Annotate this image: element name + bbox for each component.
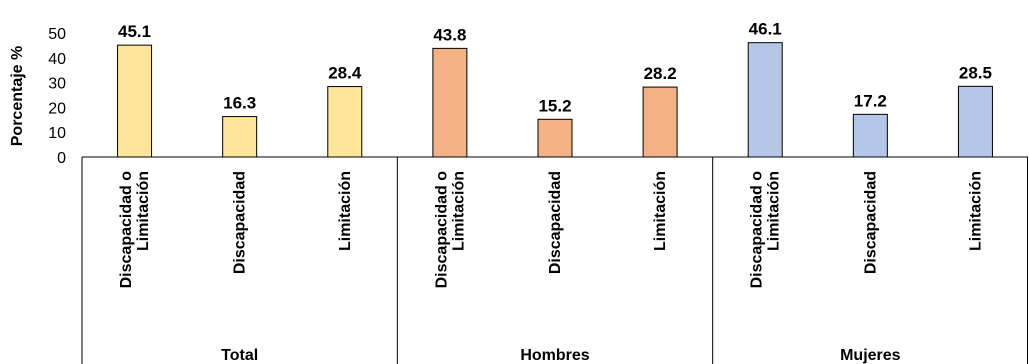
y-tick-label: 30 [48, 76, 66, 93]
y-tick-label: 50 [48, 26, 66, 43]
category-label-line: Discapacidad [547, 171, 564, 274]
bar [117, 44, 153, 158]
data-label: 45.1 [118, 22, 151, 41]
y-axis-label: Porcentaje % [9, 46, 26, 146]
y-tick-label: 10 [48, 125, 66, 142]
category-label: Limitación [337, 171, 354, 251]
bar [642, 86, 678, 158]
bars: 45.1 16.3 28.4 43.8 15.2 28.2 46.1 17.2 28.5 [117, 20, 993, 158]
data-label: 46.1 [749, 20, 782, 39]
bar [957, 85, 993, 158]
category-label: Discapacidad oLimitación [118, 171, 152, 289]
category-label: Discapacidad oLimitación [749, 171, 783, 289]
data-label: 28.5 [959, 63, 992, 82]
y-tick-label: 20 [48, 100, 66, 117]
category-label-line: Limitación [652, 171, 669, 251]
data-label: 17.2 [854, 91, 887, 110]
category-label-line: Discapacidad [232, 171, 249, 274]
category-label: Limitación [652, 171, 669, 251]
bar [537, 118, 573, 158]
bar [852, 113, 888, 158]
group-label: Mujeres [840, 347, 901, 364]
group-label: Hombres [520, 347, 589, 364]
bar [222, 116, 258, 158]
x-axis: Discapacidad oLimitación Discapacidad Limi… [81, 156, 1028, 364]
category-label-line: Limitación [967, 171, 984, 251]
bar [432, 47, 468, 158]
category-label: Discapacidad [232, 171, 249, 274]
category-label-line: Discapacidad o [433, 171, 450, 289]
y-tick-label: 0 [57, 150, 66, 167]
category-label-line: Limitación [766, 171, 783, 251]
category-label: Discapacidad [862, 171, 879, 274]
data-label: 16.3 [223, 94, 256, 113]
bar [327, 86, 363, 158]
data-label: 43.8 [433, 25, 466, 44]
category-label: Limitación [967, 171, 984, 251]
data-label: 28.4 [328, 64, 362, 83]
data-label: 15.2 [538, 96, 571, 115]
category-label-line: Limitación [450, 171, 467, 251]
group-label: Total [221, 347, 258, 364]
category-label-line: Limitación [337, 171, 354, 251]
data-label: 28.2 [644, 64, 677, 83]
y-axis: 0 10 20 30 40 50 [48, 26, 66, 167]
category-label-line: Discapacidad [862, 171, 879, 274]
category-label-line: Discapacidad o [749, 171, 766, 289]
category-label: Discapacidad oLimitación [433, 171, 467, 289]
category-label-line: Discapacidad o [118, 171, 135, 289]
category-label-line: Limitación [135, 171, 152, 251]
category-label: Discapacidad [547, 171, 564, 274]
y-tick-label: 40 [48, 51, 66, 68]
bar [747, 42, 783, 158]
